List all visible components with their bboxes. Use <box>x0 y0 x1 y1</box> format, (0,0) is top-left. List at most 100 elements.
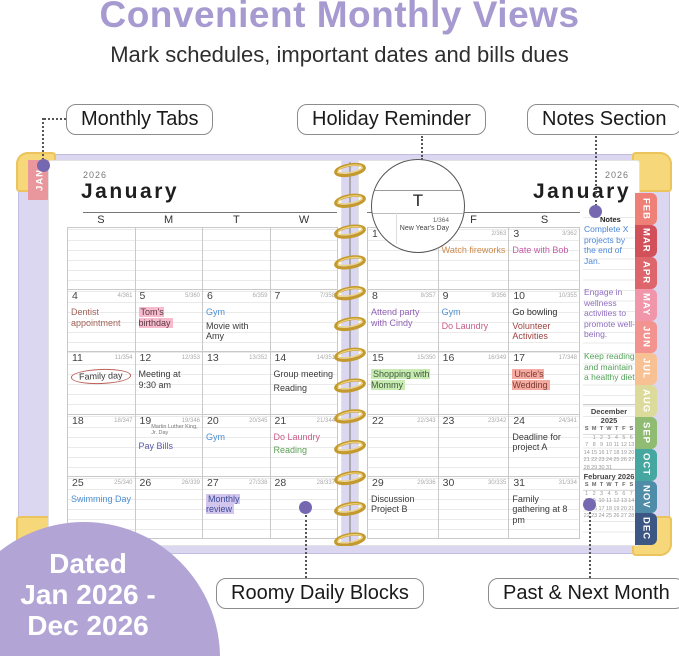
day-of-year: 11/354 <box>114 355 133 362</box>
mini-day: 19 <box>620 449 627 456</box>
mini-day: 29 <box>591 464 598 471</box>
weekday-header: W <box>298 214 310 226</box>
mini-day: 9 <box>600 442 604 448</box>
calendar-cell: 20 20/345 Gym <box>202 413 270 476</box>
event-entry: Group meeting <box>273 369 334 380</box>
calendar-cell: 26 26/339 <box>134 475 202 538</box>
event-entry: Tom's birthday <box>138 307 173 328</box>
anchor-dot-notes <box>589 205 602 218</box>
mini-day: 16 <box>598 449 605 456</box>
calendar-cell: 17 17/348 Uncle's Wedding <box>508 351 579 414</box>
mini-day: 8 <box>592 442 596 448</box>
event-entry: Deadline for project A <box>512 431 561 453</box>
calendar-cell: 5 5/360 Tom's birthday <box>134 289 202 352</box>
day-of-year: 21/344 <box>316 417 335 424</box>
month-tab-dec: DEC <box>635 513 657 545</box>
day-number: 14 <box>274 352 287 365</box>
mini-weekday: F <box>620 426 628 435</box>
mini-day: 2 <box>600 434 604 441</box>
day-number: 8 <box>372 290 378 303</box>
magnifier-gridline <box>396 213 397 244</box>
holiday-label: Martin Luther King, Jr. Day <box>151 423 198 436</box>
header-rule <box>367 212 580 213</box>
day-number: 12 <box>139 352 152 365</box>
mini-day: 28 <box>583 464 590 471</box>
mini-cal-1: February 2026SMTWTFS12345678910111213141… <box>583 469 635 521</box>
mini-day: 3 <box>607 434 611 441</box>
anchor-dot-daily-blocks <box>299 501 312 514</box>
day-number: 16 <box>442 352 455 365</box>
mini-day: 26 <box>613 513 620 519</box>
anchor-dot-mini-calendar <box>583 498 596 511</box>
day-number: 10 <box>513 290 526 303</box>
day-number: 19 <box>139 414 152 427</box>
day-of-year: 10/355 <box>558 293 577 300</box>
calendar-cell: 8 8/357 Attend party with Cindy <box>367 289 438 352</box>
badge-line: Dated <box>49 548 127 579</box>
calendar-cell: 18 18/347 <box>67 413 135 476</box>
month-label: January <box>532 180 631 203</box>
event-entry: Family day <box>70 368 133 385</box>
mini-day: 31 <box>605 464 613 471</box>
event-entry: Gym <box>206 307 225 318</box>
day-number: 29 <box>372 476 384 489</box>
mini-day: 12 <box>613 498 620 504</box>
magnifier-holiday: New Year's Day <box>399 225 449 232</box>
mini-day: 10 <box>605 442 613 448</box>
day-number: 17 <box>513 352 526 365</box>
left-grid: 4 4/361 Dentist appointment 5 5/360 Tom's bir… <box>67 227 338 539</box>
mini-day: 22 <box>591 457 598 463</box>
day-number: 1 <box>372 228 378 240</box>
mini-day: 13 <box>620 498 627 504</box>
calendar-cell: 11 11/354 Family day <box>67 351 135 414</box>
month-tabs-rail: FEB MAR APR MAY JUN JUL AUG SEP OCT NOV DEC <box>635 193 657 545</box>
day-of-year: 18/347 <box>114 417 133 424</box>
mini-weekday: S <box>627 482 635 491</box>
day-number: 11 <box>72 352 83 365</box>
day-number: 3 <box>513 228 520 240</box>
mini-day: 2 <box>592 490 596 497</box>
callout-holiday-reminder: Holiday Reminder <box>297 104 486 135</box>
weekday-header: F <box>470 214 477 226</box>
mini-day: 19 <box>613 505 620 512</box>
event-entry: Do Laundry <box>441 320 489 331</box>
day-of-year: 19/346 <box>181 417 200 424</box>
day-of-year: 29/336 <box>417 479 436 486</box>
mini-day: 18 <box>605 505 613 512</box>
day-of-year: 5/360 <box>184 293 200 300</box>
day-of-year: 13/352 <box>249 355 268 362</box>
mini-day: 13 <box>628 442 635 448</box>
day-of-year: 30/335 <box>487 479 507 486</box>
month-label: January <box>81 180 180 203</box>
calendar-cell <box>269 227 337 290</box>
weekday-header: M <box>164 214 174 226</box>
event-entry: Do Laundry <box>273 431 321 442</box>
anchor-dot-jan-tab <box>37 159 50 172</box>
calendar-cell: 21 21/344 Do Laundry Reading <box>269 413 337 476</box>
month-tab-oct: OCT <box>635 449 657 481</box>
calendar-cell: 7 7/358 <box>269 289 337 352</box>
mini-day: 20 <box>628 449 635 456</box>
callout-monthly-tabs: Monthly Tabs <box>66 104 214 135</box>
event-entry: Discussion Project B <box>371 493 415 515</box>
calendar-cell: 13 13/352 <box>202 351 270 414</box>
day-of-year: 22/343 <box>417 417 436 424</box>
month-tab-mar: MAR <box>635 225 657 257</box>
callout-past-next-month: Past & Next Month <box>488 578 679 609</box>
mini-day: 1 <box>592 434 596 441</box>
month-tab-feb: FEB <box>635 193 657 225</box>
mini-day: 24 <box>605 457 613 463</box>
mini-day: 4 <box>614 434 618 441</box>
month-tab-may: MAY <box>635 289 657 321</box>
month-tab-sep: SEP <box>635 417 657 449</box>
spiral-binding-icon <box>334 162 366 546</box>
month-tab-jul: JUL <box>635 353 657 385</box>
mini-weekday: S <box>583 426 591 435</box>
day-number: 6 <box>207 290 213 303</box>
mini-day <box>583 435 590 443</box>
calendar-cell: 6 6/359 Gym Movie with Amy <box>202 289 270 352</box>
day-number: 27 <box>207 476 219 489</box>
mini-cal-grid: SMTWTFS123456789101112131415161718192021… <box>583 482 635 521</box>
